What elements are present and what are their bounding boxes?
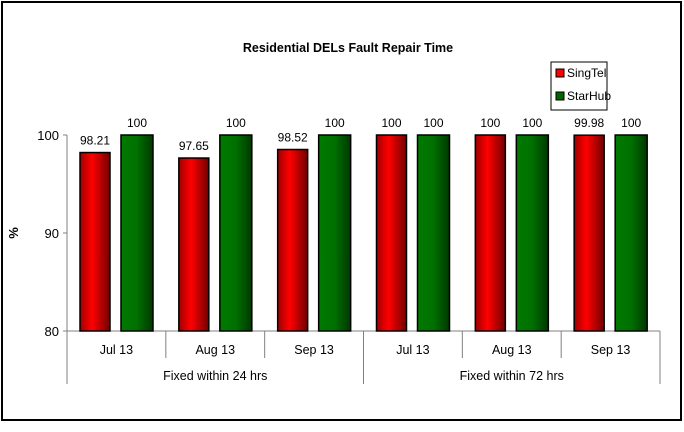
data-label: 97.65 — [179, 139, 209, 153]
legend-swatch-starhub — [555, 91, 565, 101]
data-label: 98.52 — [278, 131, 308, 145]
bar-singtel — [276, 148, 309, 332]
legend-label-starhub: StarHub — [567, 89, 611, 103]
legend: SingTel StarHub — [550, 61, 611, 111]
bar-singtel — [474, 134, 507, 332]
bar-singtel — [79, 151, 111, 332]
y-tick-label: 80 — [45, 324, 59, 339]
bar-singtel — [375, 134, 408, 332]
data-label: 100 — [621, 116, 641, 130]
bar-singtel — [573, 134, 605, 332]
data-label: 100 — [381, 116, 401, 130]
legend-label-singtel: SingTel — [567, 66, 606, 80]
data-label: 99.98 — [574, 116, 604, 130]
x-category-label: Jul 13 — [100, 343, 133, 357]
bar-starhub — [416, 134, 451, 332]
bar-starhub — [120, 134, 154, 332]
bar-starhub — [219, 134, 253, 332]
chart-title: Residential DELs Fault Repair Time — [243, 41, 453, 55]
x-category-label: Sep 13 — [294, 343, 334, 357]
x-category-label: Aug 13 — [492, 343, 532, 357]
y-tick-label: 90 — [45, 226, 59, 241]
data-label: 100 — [480, 116, 500, 130]
bar-singtel — [178, 157, 210, 332]
legend-swatch-singtel — [555, 68, 565, 78]
x-group-label: Fixed within 72 hrs — [460, 369, 564, 383]
data-label: 100 — [325, 116, 345, 130]
bar-starhub — [515, 134, 550, 332]
data-label: 100 — [522, 116, 542, 130]
data-label: 100 — [423, 116, 443, 130]
y-tick-label: 100 — [37, 128, 59, 143]
data-label: 100 — [127, 116, 147, 130]
y-axis-label: % — [6, 227, 21, 239]
x-group-label: Fixed within 24 hrs — [163, 369, 267, 383]
data-label: 100 — [226, 116, 246, 130]
x-category-label: Aug 13 — [195, 343, 235, 357]
x-category-label: Sep 13 — [591, 343, 631, 357]
data-label: 98.21 — [80, 134, 110, 148]
x-category-label: Jul 13 — [396, 343, 429, 357]
bar-starhub — [317, 134, 352, 332]
bar-starhub — [614, 134, 648, 332]
